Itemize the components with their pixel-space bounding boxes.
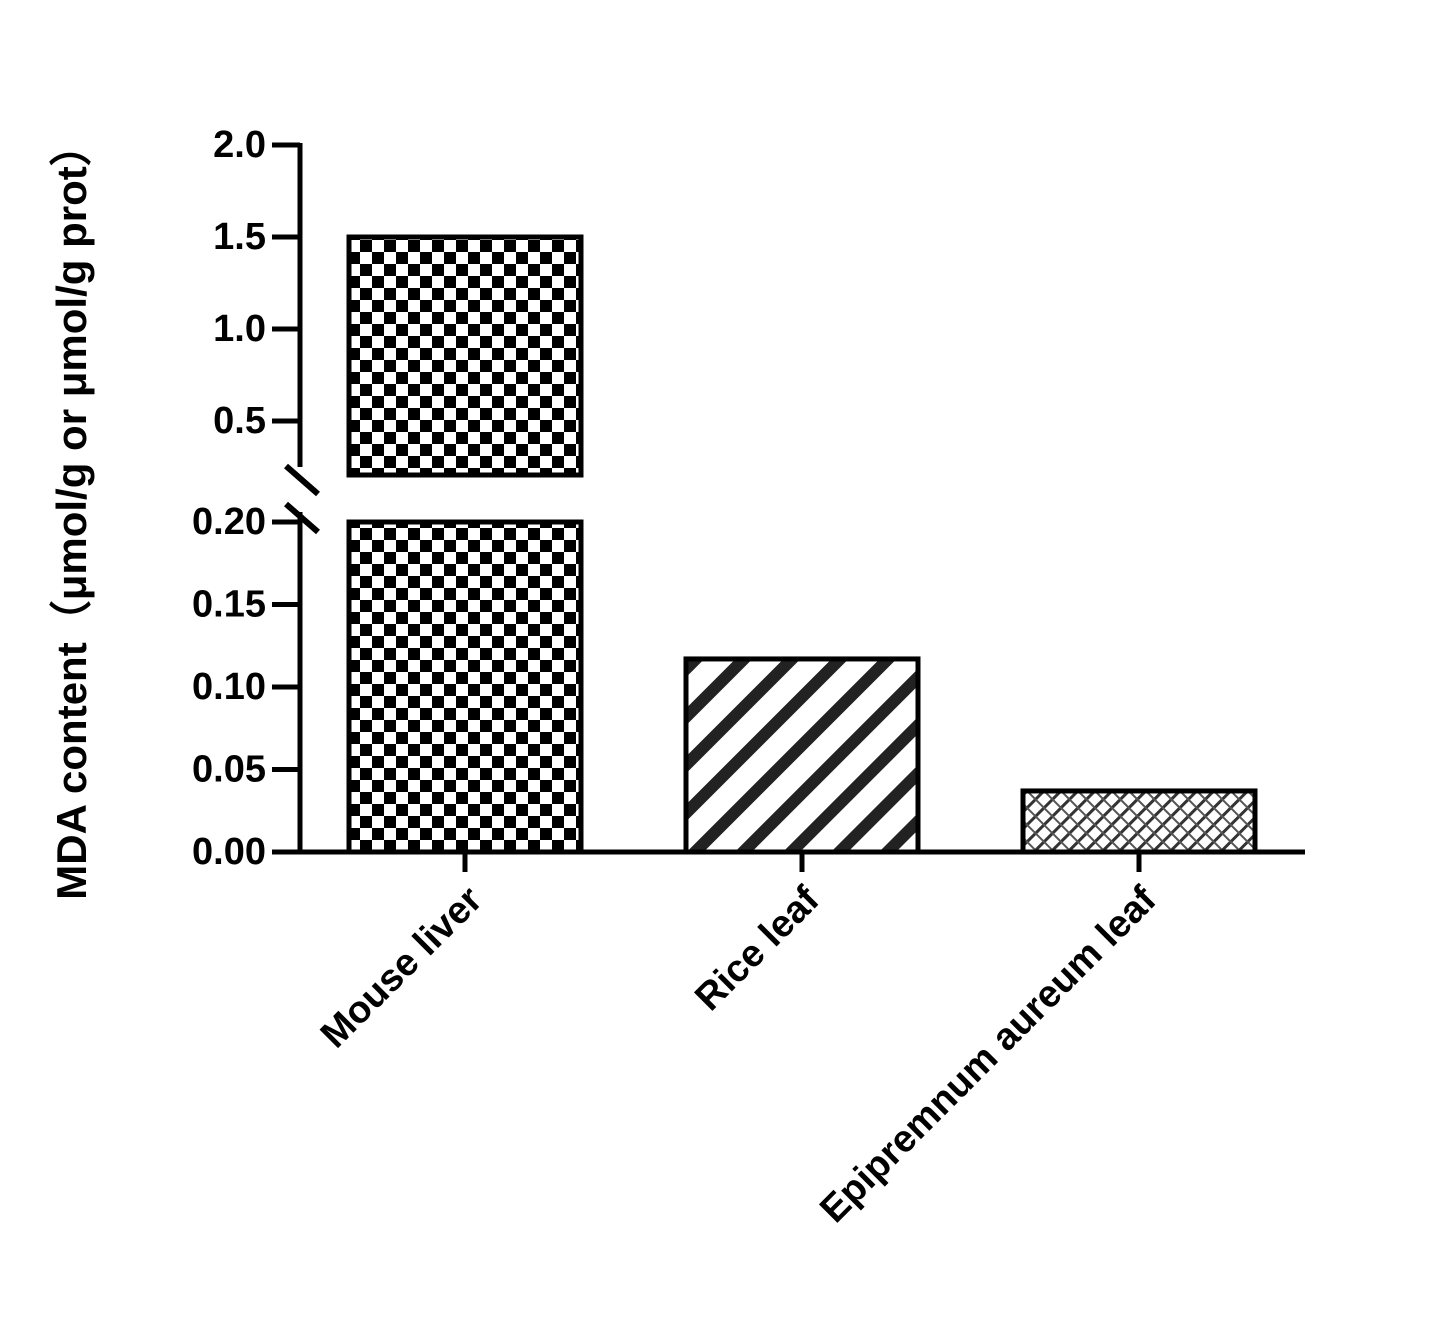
y-axis-label: MDA content（μmol/g or μmol/g prot） xyxy=(48,124,95,899)
bar xyxy=(346,234,584,478)
y-tick-label: 1.0 xyxy=(213,308,266,350)
y-tick-label: 0.5 xyxy=(213,400,266,442)
y-tick-label: 2.0 xyxy=(213,124,266,166)
x-tick-label: Mouse liver xyxy=(313,879,491,1057)
y-tick-label: 0.10 xyxy=(192,666,266,708)
y-tick-label: 0.05 xyxy=(192,749,266,791)
bar xyxy=(1020,788,1258,855)
bar xyxy=(683,656,921,855)
y-tick-label: 0.00 xyxy=(192,831,266,873)
bar xyxy=(346,519,584,855)
y-tick-label: 1.5 xyxy=(213,216,266,258)
y-tick-label: 0.15 xyxy=(192,584,266,626)
x-tick-label: Rice leaf xyxy=(687,879,827,1019)
y-tick-label: 0.20 xyxy=(192,501,266,543)
x-tick-label: Epipremnum aureum leaf xyxy=(812,879,1164,1231)
